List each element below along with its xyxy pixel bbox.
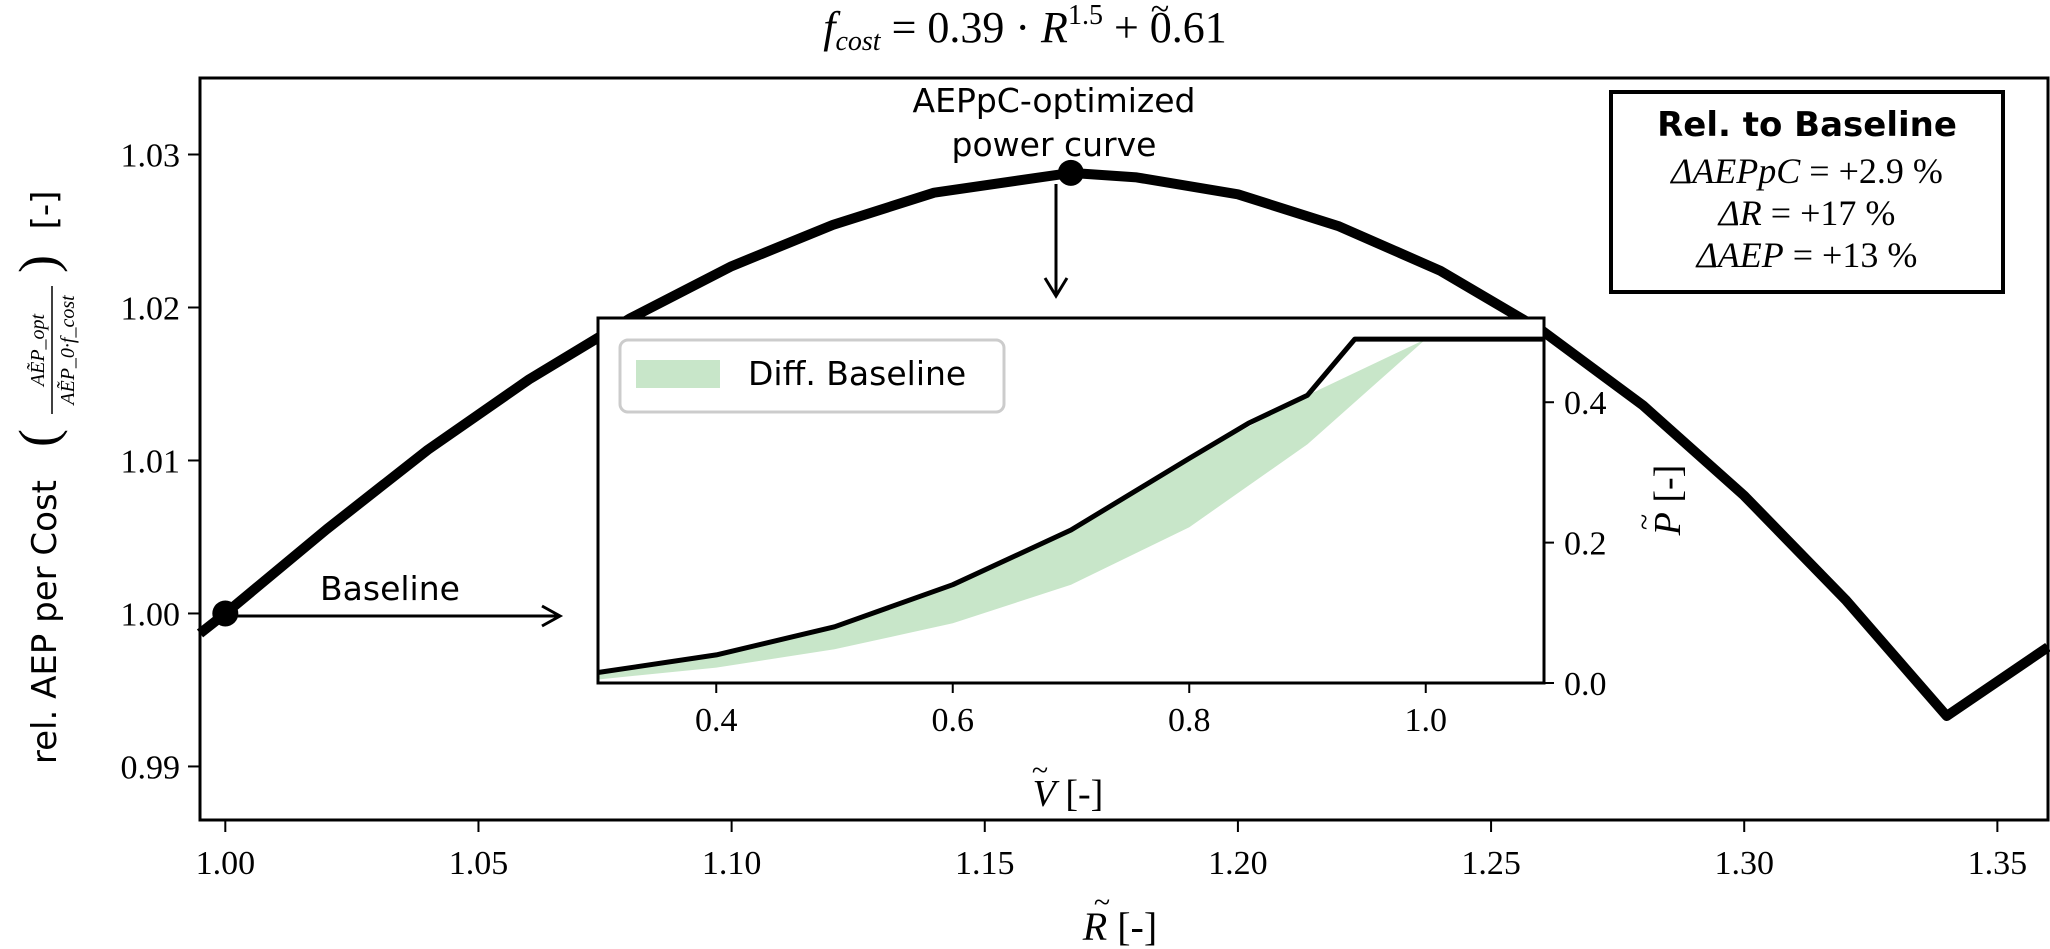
inset-legend-label: Diff. Baseline [748,354,966,393]
svg-text:~: ~ [1628,514,1661,530]
svg-text:[-]: [-] [25,191,65,230]
optimized-annotation-line2: power curve [952,125,1157,164]
main-y-tick-label: 0.99 [121,749,181,786]
main-x-tick-label: 1.05 [449,845,509,882]
main-x-label-tilde: ~ [1094,886,1110,919]
main-x-ticks: 1.00 1.05 1.10 1.15 1.20 1.25 1.30 1.35 [196,820,2028,882]
inset-x-label: V [-] [1033,773,1104,815]
svg-text:AẼP_opt: AẼP_opt [25,313,49,388]
main-x-tick-label: 1.30 [1714,845,1774,882]
inset-y-tick-label: 0.0 [1564,666,1607,703]
baseline-annotation: Baseline [320,569,460,608]
inset-legend [618,338,1006,414]
inset-y-label: P [-] ~ [1628,465,1689,537]
main-x-tick-label: 1.25 [1461,845,1521,882]
main-y-tick-label: 1.02 [121,290,181,327]
chart-title: fcost = 0.39 · R1.5 + 0.61 [823,0,1227,57]
main-plot-frame [198,76,2050,822]
diff-baseline-area [598,339,1544,680]
main-x-tick-label: 1.00 [196,845,256,882]
aep-per-cost-curve [196,167,2050,721]
optimized-arrowhead [1043,277,1069,299]
main-x-label: R [-] [1082,904,1157,949]
svg-text:P [-]: P [-] [1647,465,1689,537]
info-box [1609,90,2005,294]
main-x-tick-label: 1.35 [1968,845,2028,882]
inset-y-ticks: 0.0 0.2 0.4 [1544,385,1607,703]
inset-legend-swatch [636,360,720,388]
inset-x-ticks: 0.4 0.6 0.8 1.0 [695,683,1447,739]
optimized-annotation-line1: AEPpC-optimized [913,81,1196,120]
inset-x-tick-label: 0.4 [695,702,738,739]
main-y-label: rel. AEP per Cost ( AẼP_opt AẼP_0·f_cost… [8,191,79,765]
main-y-ticks: 0.99 1.00 1.01 1.02 1.03 [121,137,200,786]
inset-frame [596,316,1546,685]
inset-power-curve [597,336,1544,675]
baseline-arrowhead [541,604,564,628]
baseline-marker [212,600,239,627]
info-line-r: ΔR = +17 % [1717,193,1896,233]
main-y-tick-label: 1.03 [121,137,181,174]
info-box-title: Rel. to Baseline [1657,105,1957,145]
main-x-tick-label: 1.10 [702,845,762,882]
title-tilde: ~ [1151,0,1169,28]
main-x-tick-label: 1.15 [955,845,1015,882]
svg-text:AẼP_0·f_cost: AẼP_0·f_cost [55,295,79,407]
info-line-aeppc: ΔAEPpC = +2.9 % [1669,151,1943,191]
optimized-marker [1057,159,1084,186]
svg-text:(: ( [8,429,68,447]
main-y-tick-label: 1.00 [121,596,181,633]
inset-y-tick-label: 0.4 [1564,385,1607,422]
inset-x-label-tilde: ~ [1032,754,1048,787]
info-line-aep: ΔAEP = +13 % [1695,235,1918,275]
inset-x-tick-label: 0.6 [932,702,975,739]
main-y-tick-label: 1.01 [121,443,181,480]
inset-x-tick-label: 0.8 [1168,702,1211,739]
svg-text:rel. AEP per Cost: rel. AEP per Cost [25,480,65,764]
main-x-tick-label: 1.20 [1208,845,1268,882]
inset-x-tick-label: 1.0 [1405,702,1448,739]
svg-text:): ) [8,255,68,273]
inset-y-tick-label: 0.2 [1564,526,1607,563]
